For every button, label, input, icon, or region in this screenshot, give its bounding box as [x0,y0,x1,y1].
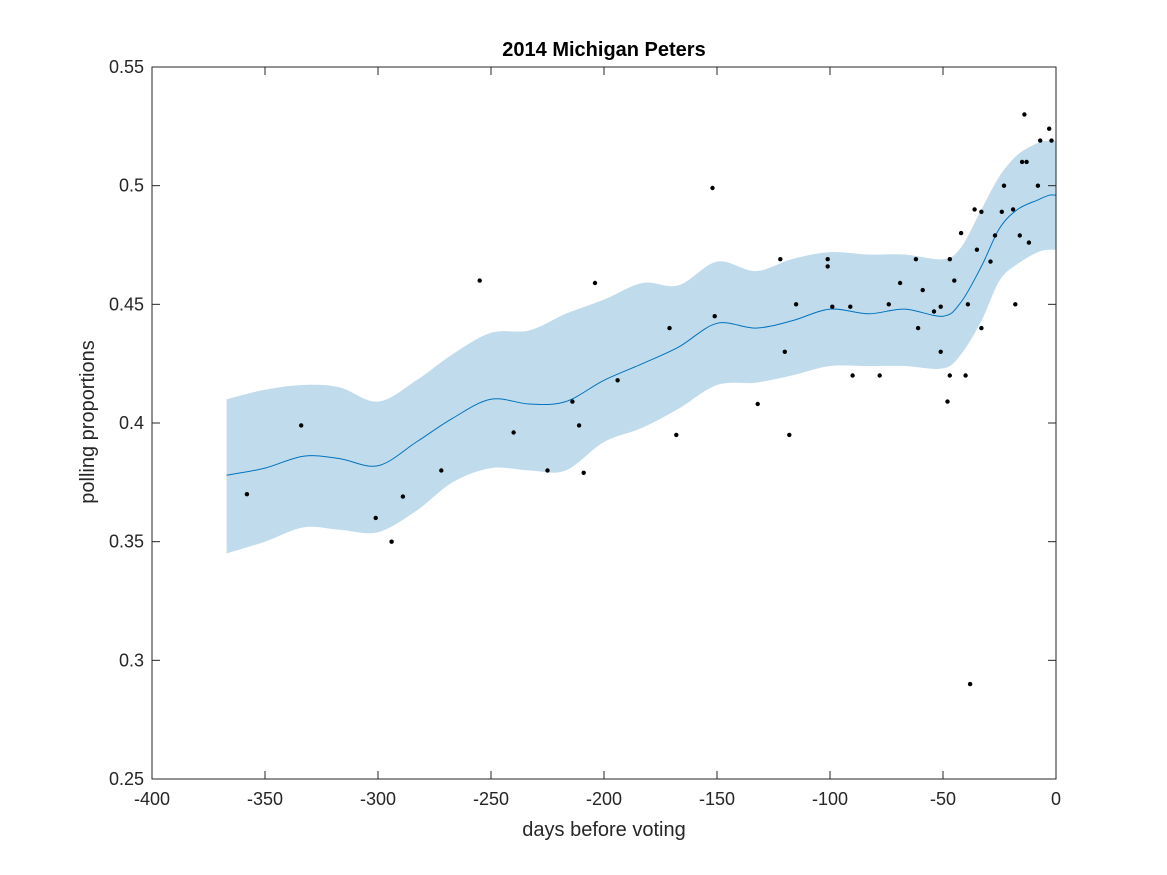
y-tick-label: 0.35 [109,532,144,552]
data-point [1010,207,1016,212]
data-point [373,515,378,521]
data-point [945,399,950,404]
x-tick-label: -100 [812,789,848,809]
data-point [967,681,973,687]
data-point [710,185,715,191]
data-point [511,430,516,435]
data-point [674,432,679,438]
y-axis-label: polling proportions [77,340,99,503]
trend-line [226,194,1057,476]
y-tick-label: 0.3 [119,650,144,670]
data-point [581,470,586,475]
data-point [897,280,903,286]
data-point [712,314,717,319]
data-point [1019,159,1025,165]
data-point [778,257,783,262]
data-point [938,349,943,354]
data-point [1001,183,1007,188]
data-point [1022,112,1027,117]
data-point [1038,138,1043,143]
data-point [787,432,792,438]
confidence-band [226,140,1057,554]
y-tick-label: 0.45 [109,294,144,314]
data-point [592,280,598,286]
data-point [972,207,977,212]
data-point [931,309,937,314]
y-tick-label: 0.25 [109,769,144,789]
data-point [439,468,444,473]
y-tick-label: 0.4 [119,413,144,433]
data-point [850,373,855,378]
data-point [1024,159,1029,165]
data-point [848,304,853,309]
data-point [782,349,787,354]
y-tick-label: 0.55 [109,57,144,77]
data-point [570,399,575,404]
data-point [947,257,952,262]
data-point [974,247,980,252]
data-point [963,373,968,378]
data-point [244,492,250,497]
y-tick-label: 0.5 [119,176,144,196]
data-point [1017,233,1022,238]
data-point [825,257,830,262]
data-point [793,302,799,307]
x-tick-label: -300 [360,789,396,809]
data-point [958,230,964,236]
data-point [1047,126,1052,131]
data-point [938,304,943,309]
x-tick-label: -150 [699,789,735,809]
data-point [576,423,582,428]
x-tick-label: -250 [473,789,509,809]
data-point [615,378,620,383]
data-point [389,539,394,544]
data-point [1026,240,1032,245]
data-point [965,302,971,307]
data-point [979,209,984,214]
x-tick-label: -350 [247,789,283,809]
data-point [952,278,957,283]
data-point [477,278,482,283]
data-point [667,325,672,331]
data-point [979,325,984,331]
x-axis-label: days before voting [522,819,685,841]
data-point [915,325,921,331]
chart-title: 2014 Michigan Peters [502,39,705,61]
data-point [400,494,406,499]
data-point [988,259,993,264]
data-point [545,468,550,473]
data-point [886,302,891,307]
data-point [920,287,925,293]
data-point [1049,138,1054,143]
x-tick-label: -400 [134,789,170,809]
data-point [825,264,830,269]
data-point [913,257,919,262]
data-point [877,373,882,378]
x-tick-label: -50 [930,789,956,809]
x-tick-label: 0 [1051,789,1061,809]
data-point [1013,302,1018,307]
x-tick-label: -200 [586,789,622,809]
data-point [992,233,998,238]
data-point [999,209,1004,214]
data-point [755,401,760,407]
data-point [1035,183,1041,188]
data-point [299,423,304,428]
data-point [947,373,952,378]
data-point [830,304,835,309]
